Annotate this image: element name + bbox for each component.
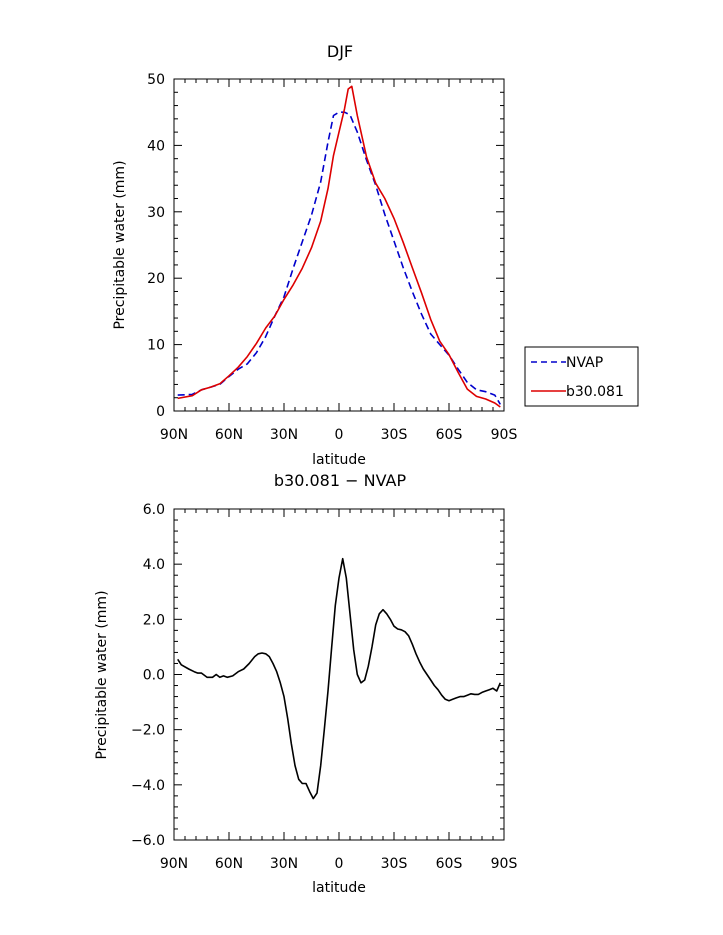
ytick-label: 30 [147, 205, 165, 221]
top-chart-ylabel: Precipitable water (mm) [112, 160, 128, 329]
xtick-label: 60S [436, 856, 463, 872]
ytick-label: 0.0 [143, 668, 165, 684]
ytick-label: −4.0 [131, 778, 165, 794]
legend-label-nvap: NVAP [566, 355, 603, 371]
top-chart-xlabel: latitude [312, 452, 366, 468]
bottom-chart-xlabel: latitude [312, 880, 366, 896]
ytick-label: 4.0 [143, 557, 165, 573]
bottom-chart-ylabel: Precipitable water (mm) [94, 590, 110, 759]
xtick-label: 30N [270, 856, 298, 872]
ytick-label: 6.0 [143, 502, 165, 518]
ytick-label: −2.0 [131, 723, 165, 739]
xtick-label: 30S [381, 427, 408, 443]
xtick-label: 60S [436, 427, 463, 443]
top-chart-legend: NVAP b30.081 [524, 346, 639, 407]
xtick-label: 30N [270, 427, 298, 443]
ytick-label: 40 [147, 138, 165, 154]
legend-box [524, 346, 639, 407]
ytick-label: 50 [147, 72, 165, 88]
bottom-chart-title: b30.081 − NVAP [274, 471, 407, 490]
xtick-label: 60N [215, 427, 243, 443]
xtick-label: 90S [491, 856, 518, 872]
top-chart-djf: DJF latitude Precipitable water (mm) 90N… [112, 42, 639, 468]
xtick-label: 0 [335, 856, 344, 872]
xtick-label: 0 [335, 427, 344, 443]
legend-label-b30081: b30.081 [566, 384, 624, 400]
bottom-chart-frame [173, 508, 505, 841]
ytick-label: 0 [156, 404, 165, 420]
xtick-label: 90N [160, 856, 188, 872]
xtick-label: 30S [381, 856, 408, 872]
top-chart-title: DJF [327, 42, 353, 61]
series-line-difference [177, 557, 502, 800]
xtick-label: 90N [160, 427, 188, 443]
ytick-label: −6.0 [131, 833, 165, 849]
bottom-chart-difference: b30.081 − NVAP latitude Precipitable wat… [94, 471, 517, 896]
xtick-label: 60N [215, 856, 243, 872]
xtick-label: 90S [491, 427, 518, 443]
ytick-label: 10 [147, 338, 165, 354]
series-line-b30-081 [177, 85, 501, 408]
ytick-label: 2.0 [143, 612, 165, 628]
ytick-label: 20 [147, 271, 165, 287]
